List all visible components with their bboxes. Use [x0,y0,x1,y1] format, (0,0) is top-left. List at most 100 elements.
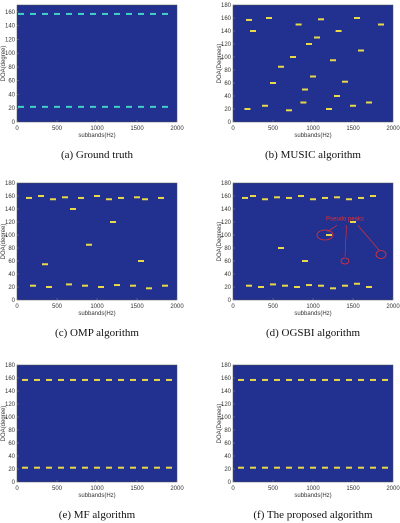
arrow [357,225,380,251]
peak [334,196,340,199]
peak [322,196,328,199]
peak [66,12,72,15]
peak [295,23,302,26]
peak [166,378,172,381]
peak [298,378,304,381]
peak [238,466,244,469]
y-tick-label: 40 [8,92,15,98]
y-tick-label: 120 [221,220,232,226]
peak [102,12,108,15]
x-tick-label: 2000 [386,304,400,310]
peak [94,195,100,197]
peak [270,82,276,84]
plot-area [16,364,178,483]
y-tick-label: 80 [8,65,15,71]
y-tick-label: 160 [5,376,16,382]
x-tick-label: 0 [231,304,235,310]
peak [94,378,100,381]
peak [90,105,96,108]
peak [274,378,280,381]
caption: (c) OMP algorithm [55,327,139,339]
y-tick-label: 100 [5,51,16,57]
y-tick-label: 20 [8,467,15,473]
y-tick-label: 180 [221,3,232,9]
x-tick-label: 0 [15,486,19,492]
x-tick-label: 0 [15,304,19,310]
peak [62,196,68,199]
y-tick-label: 120 [221,402,232,408]
peak [34,466,40,469]
peak [90,12,96,15]
peak [118,378,124,381]
peak [370,466,376,469]
peak [58,378,64,381]
peak [274,466,280,469]
peak [110,221,116,223]
peak [82,284,88,287]
peak [154,378,160,381]
peak [46,286,52,288]
peak [366,101,372,104]
x-tick-label: 0 [15,126,19,132]
peak [70,208,76,210]
peak [46,378,52,381]
peak [298,195,304,197]
peak [300,101,307,104]
peak [18,12,24,15]
y-tick-label: 120 [5,402,16,408]
peak [82,378,88,381]
peak [286,466,292,469]
peak [70,466,76,469]
peak [106,466,112,469]
y-tick-label: 60 [224,81,231,87]
x-tick-label: 2000 [170,304,184,310]
peak [322,378,328,381]
peak [130,284,136,287]
y-tick-label: 100 [221,55,232,61]
y-tick-label: 60 [8,441,15,447]
x-axis-label: subbands(Hz) [78,311,115,317]
peak [118,196,124,199]
peak [242,196,248,199]
peak [162,284,168,287]
y-tick-label: 60 [224,259,231,265]
peak [310,198,316,201]
peak [354,17,360,19]
y-tick-label: 140 [221,29,232,35]
x-axis-label: subbands(Hz) [78,493,115,499]
y-axis-label: DOA(degree) [1,224,7,260]
caption: (d) OGSBI algorithm [266,327,361,339]
peak [158,196,164,199]
peak [346,466,352,469]
peak [346,198,352,201]
peak [342,284,348,287]
peak [70,378,76,381]
peak [326,234,332,236]
peak [262,198,268,201]
x-axis-label: subbands(Hz) [78,133,115,139]
peak [258,286,264,288]
peak [130,466,136,469]
peak [298,466,304,469]
peak [78,12,84,15]
peak [334,95,340,97]
x-tick-label: 500 [268,304,279,310]
peak [30,284,36,287]
y-tick-label: 180 [5,181,16,187]
peak [114,105,120,108]
plot-area [232,364,394,483]
x-tick-label: 2000 [386,486,400,492]
peak [358,196,364,199]
x-tick-label: 1500 [346,126,360,132]
peak [54,12,60,15]
peak [306,284,312,287]
peak [358,466,364,469]
y-tick-label: 0 [12,298,16,304]
y-tick-label: 0 [228,120,232,126]
highlight-circle [375,250,387,259]
y-tick-label: 120 [221,42,232,48]
y-tick-label: 180 [221,363,232,369]
x-tick-label: 1500 [130,126,144,132]
y-tick-label: 140 [221,207,232,213]
arrow [344,225,347,257]
